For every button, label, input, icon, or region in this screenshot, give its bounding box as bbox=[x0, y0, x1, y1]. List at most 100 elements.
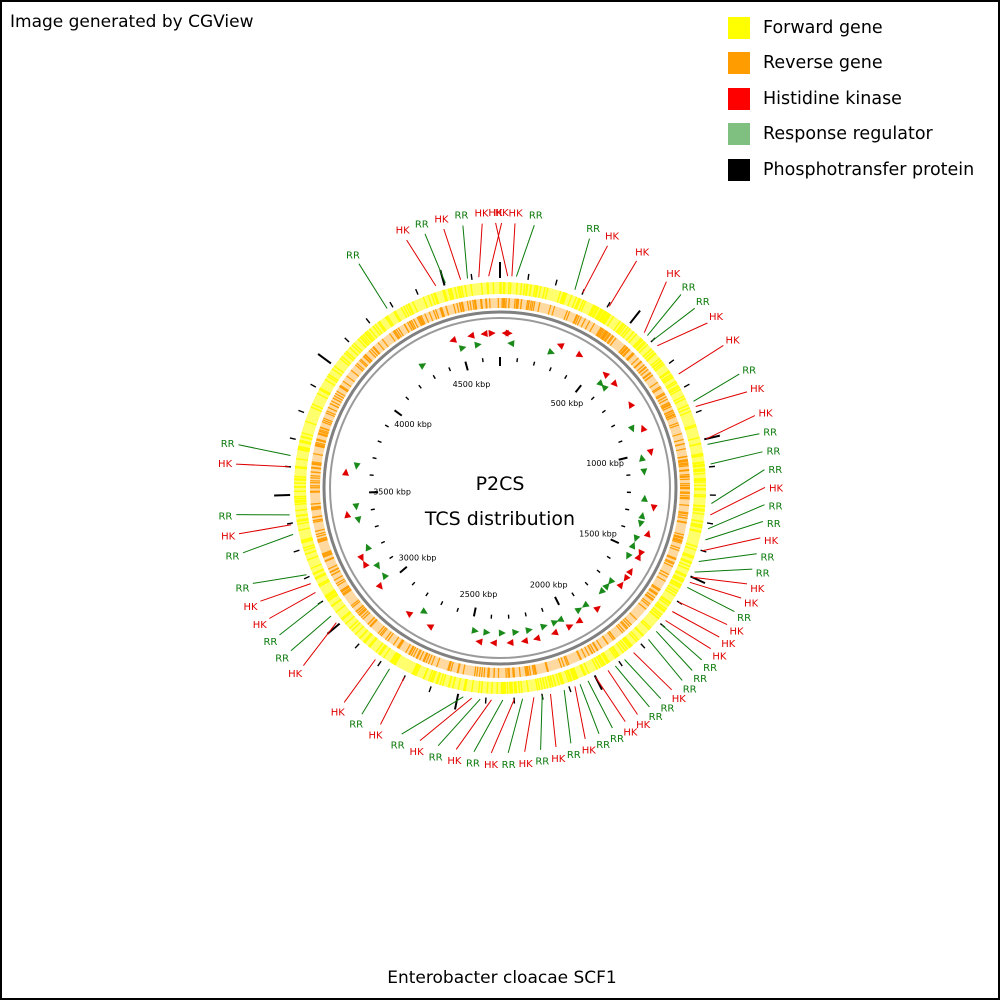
reverse-gene bbox=[458, 302, 463, 313]
response-regulator-marker bbox=[550, 620, 559, 627]
reverse-gene bbox=[476, 666, 479, 677]
reverse-gene bbox=[673, 535, 684, 540]
forward-gene bbox=[447, 675, 453, 688]
hk-label: HK bbox=[635, 248, 650, 259]
outer-minor-tick bbox=[415, 288, 419, 295]
reverse-gene bbox=[513, 298, 516, 309]
forward-gene bbox=[517, 681, 521, 694]
forward-gene bbox=[294, 500, 307, 504]
forward-gene bbox=[617, 641, 627, 652]
reverse-gene bbox=[412, 318, 419, 329]
hk-label: HK bbox=[744, 599, 759, 610]
reverse-gene bbox=[537, 302, 541, 313]
reverse-gene bbox=[419, 650, 425, 661]
minor-tick bbox=[456, 607, 460, 612]
forward-gene bbox=[615, 322, 624, 333]
reverse-gene bbox=[474, 299, 478, 310]
legend: Forward gene Reverse gene Histidine kina… bbox=[728, 10, 974, 188]
major-tick bbox=[610, 538, 620, 545]
reverse-gene bbox=[329, 402, 340, 409]
reverse-gene bbox=[584, 320, 591, 330]
forward-gene bbox=[365, 331, 374, 342]
reverse-gene bbox=[574, 315, 580, 325]
hk-label: HK bbox=[623, 727, 638, 738]
reverse-gene bbox=[660, 402, 671, 409]
forward-gene bbox=[672, 576, 684, 583]
forward-gene bbox=[645, 352, 656, 362]
forward-gene bbox=[564, 670, 570, 683]
forward-gene bbox=[624, 636, 633, 647]
outer-minor-tick bbox=[568, 686, 572, 693]
cgview-credit: Image generated by CGView bbox=[10, 12, 254, 32]
rr-label: RR bbox=[236, 583, 250, 594]
forward-gene-track bbox=[293, 281, 707, 694]
hk-label: HK bbox=[434, 214, 449, 225]
response-regulator-marker bbox=[608, 577, 616, 585]
reverse-gene bbox=[532, 664, 536, 675]
callout-leader bbox=[694, 568, 753, 573]
reverse-gene bbox=[617, 623, 625, 632]
forward-gene bbox=[598, 310, 606, 322]
forward-gene bbox=[314, 572, 326, 579]
forward-gene bbox=[457, 677, 462, 690]
reverse-gene bbox=[625, 352, 634, 361]
forward-gene bbox=[656, 601, 668, 610]
reverse-gene bbox=[677, 458, 688, 462]
reverse-gene bbox=[679, 475, 690, 478]
outer-minor-tick bbox=[668, 359, 675, 364]
map-title: P2CS bbox=[476, 473, 525, 495]
response-regulator-marker bbox=[420, 607, 428, 614]
forward-gene bbox=[601, 312, 610, 324]
callout-leader bbox=[490, 699, 515, 754]
reverse-gene bbox=[340, 585, 350, 593]
reverse-gene bbox=[315, 441, 326, 446]
major-tick bbox=[393, 409, 403, 417]
reverse-gene bbox=[448, 661, 452, 672]
callout-leader bbox=[614, 665, 650, 708]
hk-label: HK bbox=[605, 232, 620, 243]
rr-label: RR bbox=[225, 552, 239, 563]
histidine-kinase-marker bbox=[565, 624, 574, 631]
outer-minor-tick bbox=[286, 522, 294, 525]
forward-gene bbox=[442, 289, 447, 302]
forward-gene bbox=[374, 323, 383, 335]
reverse-gene bbox=[642, 371, 651, 379]
response-regulator-marker bbox=[556, 615, 565, 622]
forward-gene bbox=[510, 681, 514, 694]
forward-gene bbox=[690, 522, 703, 527]
reverse-gene bbox=[513, 667, 516, 678]
forward-gene bbox=[561, 292, 567, 305]
forward-gene bbox=[532, 284, 537, 298]
forward-gene-swatch bbox=[728, 16, 750, 39]
hk-label: HK bbox=[474, 209, 489, 220]
forward-gene bbox=[427, 669, 434, 682]
rr-label: RR bbox=[737, 613, 751, 624]
reverse-gene bbox=[656, 393, 666, 400]
forward-gene bbox=[578, 299, 585, 312]
reverse-gene bbox=[595, 326, 602, 337]
forward-gene bbox=[534, 285, 538, 298]
forward-gene bbox=[691, 452, 704, 457]
forward-gene bbox=[560, 292, 566, 305]
hk-label: HK bbox=[368, 730, 383, 741]
reverse-gene bbox=[416, 649, 422, 660]
forward-gene bbox=[340, 610, 351, 620]
forward-gene bbox=[665, 380, 677, 388]
reverse-gene bbox=[517, 298, 520, 309]
forward-gene bbox=[603, 313, 612, 325]
forward-gene bbox=[660, 595, 672, 604]
histidine-kinase-marker bbox=[623, 573, 631, 582]
reverse-gene bbox=[665, 413, 676, 419]
response-regulator-marker bbox=[458, 345, 467, 353]
forward-gene bbox=[640, 620, 651, 631]
forward-gene bbox=[677, 404, 689, 411]
forward-gene bbox=[649, 610, 660, 620]
forward-gene bbox=[377, 321, 386, 333]
reverse-gene bbox=[317, 433, 328, 438]
callout-leader bbox=[290, 615, 332, 652]
reverse-gene bbox=[310, 475, 321, 477]
forward-gene bbox=[594, 308, 602, 320]
forward-gene bbox=[463, 678, 467, 691]
forward-gene bbox=[368, 328, 378, 339]
callout-leader bbox=[540, 695, 543, 750]
